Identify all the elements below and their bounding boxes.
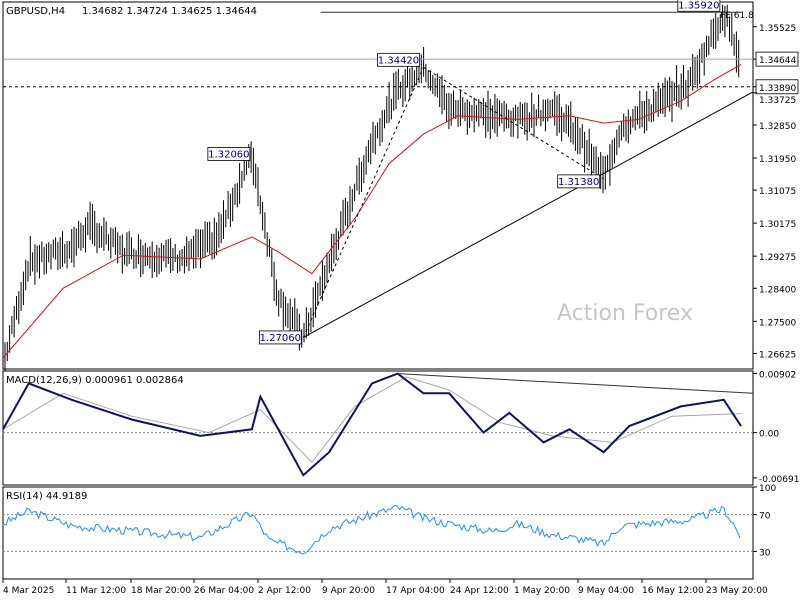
rsi-plot (3, 504, 753, 555)
price-y-label: 1.26625 (759, 350, 796, 360)
x-tick-label: 9 Apr 20:00 (322, 586, 375, 596)
x-tick-label: 23 May 20:00 (706, 586, 768, 596)
price-y-label: 1.29275 (759, 253, 796, 263)
ohlc-label: 1.34682 1.34724 1.34625 1.34644 (82, 6, 257, 17)
pivot-label-box (557, 174, 601, 189)
price-y-box (755, 51, 799, 67)
rsi-y-label: 70 (759, 512, 771, 522)
x-tick-label: 18 Mar 20:00 (131, 586, 191, 596)
trendline (303, 91, 754, 338)
price-y-label: 1.34644 (759, 56, 796, 66)
macd-main-line (2, 372, 742, 477)
price-y-box (755, 79, 799, 95)
pivot-label: 1.34420 (378, 55, 419, 66)
x-tick-label: 4 Mar 2025 (3, 586, 54, 596)
pivot-label-box (258, 330, 302, 345)
pivot-label-box (677, 0, 721, 12)
pivot-labels: 1.32060 1.27060 1.34420 1.31380 1.35920 (207, 0, 721, 345)
x-axis: 4 Mar 2025 11 Mar 12:00 18 Mar 20:00 26 Mar… (2, 579, 768, 596)
x-tick-label: 24 Apr 12:00 (450, 586, 509, 596)
trendline (423, 66, 604, 180)
x-tick-label: 1 May 20:00 (514, 586, 570, 596)
price-y-label: 1.27500 (759, 318, 796, 328)
symbol-label: GBPUSD,H4 (6, 6, 65, 17)
price-y-label: 1.28400 (759, 285, 796, 295)
price-y-label: 1.31950 (759, 155, 796, 165)
macd-y-label: -0.006915 (759, 475, 800, 485)
pivot-label: 1.32060 (208, 149, 249, 160)
x-tick-label: 16 May 12:00 (642, 586, 704, 596)
pivot-label: 1.35920 (678, 0, 719, 11)
price-y-label: 1.33725 (759, 96, 796, 106)
rsi-label: RSI(14) 44.9189 (6, 491, 87, 502)
x-tick-label: 17 Apr 04:00 (386, 586, 445, 596)
pivot-label-box (207, 147, 251, 161)
x-tick-label: 11 Mar 12:00 (66, 586, 126, 596)
pivot-label-box (377, 52, 420, 67)
pivot-label: 1.27060 (260, 333, 301, 344)
chart-watermark: Action Forex (557, 301, 693, 326)
macd-y-label: 0.00 (759, 430, 779, 440)
macd-plot (2, 372, 754, 477)
rsi-line (3, 504, 741, 555)
ema-line (2, 63, 742, 359)
rsi-y-axis: 100 70 30 (753, 484, 776, 558)
x-tick-label: 26 Mar 04:00 (194, 586, 254, 596)
macd-y-label: 0.00902 (759, 370, 796, 380)
rsi-y-label: 100 (759, 484, 776, 494)
price-y-label: 1.32850 (759, 122, 796, 132)
macd-signal-line (2, 376, 742, 463)
price-y-label: 1.35525 (759, 24, 796, 34)
macd-trendline (397, 373, 754, 394)
fe-label: FE 61.8 (720, 11, 754, 21)
pivot-label: 1.31380 (558, 177, 599, 188)
price-y-label: 1.31075 (759, 187, 796, 197)
price-y-label: 1.33890 (759, 84, 796, 94)
rsi-panel-frame (2, 486, 754, 580)
price-y-axis: 1.35525 1.34644 1.33890 1.33725 1.32850 1.319… (753, 24, 799, 360)
price-panel-frame (2, 1, 754, 370)
rsi-y-label: 30 (759, 548, 771, 558)
price-y-label: 1.30175 (759, 220, 796, 230)
x-tick-label: 9 May 04:00 (578, 586, 634, 596)
trendline (302, 67, 424, 338)
macd-label: MACD(12,26,9) 0.000961 0.002864 (6, 375, 184, 386)
x-tick-label: 2 Apr 12:00 (258, 586, 311, 596)
macd-y-axis: 0.00902 0.00 -0.006915 (753, 370, 800, 485)
